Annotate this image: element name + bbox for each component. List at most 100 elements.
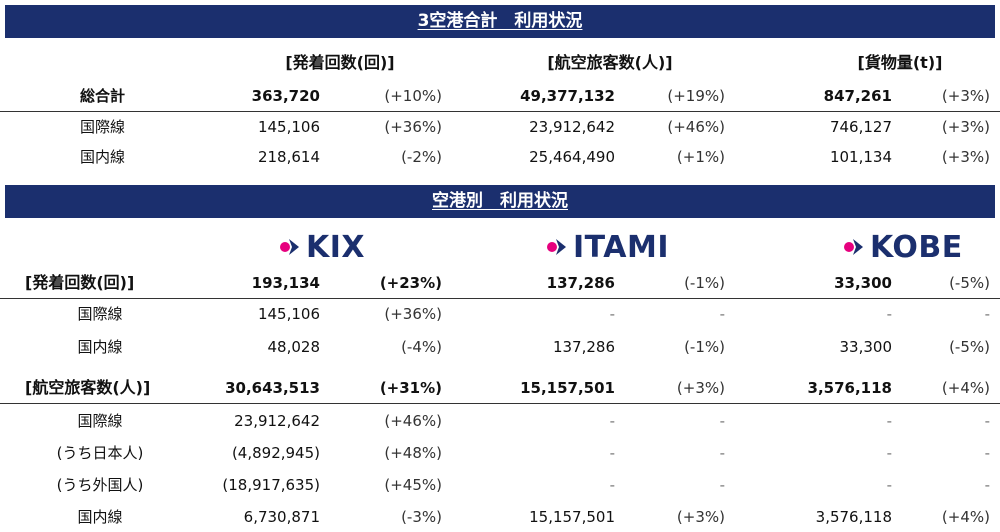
itami-value: - [609,444,615,462]
kobe-change: (-5%) [949,274,990,292]
kix-value: 30,643,513 [225,379,320,397]
kobe-value: - [886,476,892,494]
header-passengers: [航空旅客数(人)] [547,53,673,72]
international-row: 国際線 145,106 (+36%) 23,912,642 (+46%) 746… [0,112,1000,142]
itami-change: (+3%) [676,379,725,397]
kix-value: 23,912,642 [234,412,320,430]
itami-change: (+3%) [676,508,725,526]
cargo-change: (+3%) [941,148,990,166]
kobe-change: - [984,412,990,430]
kobe-change: - [984,305,990,323]
flights-change: (+36%) [384,118,442,136]
row-label: 国際線 [79,118,125,136]
passengers-change: (+19%) [667,87,725,105]
kobe-change: (-5%) [949,338,990,356]
section2-banner: 空港別 利用状況 [5,185,995,218]
flights-value: 218,614 [257,148,320,166]
itami-change: - [719,444,725,462]
section1-banner: 3空港合計 利用状況 [5,5,995,38]
kix-change: (+31%) [379,379,442,397]
metric-detail-row: 国際線 23,912,642 (+46%) - - - - [0,406,1000,436]
airport-mark-icon [547,239,566,255]
section1-title: 3空港合計 利用状況 [417,11,583,31]
itami-value: 15,157,501 [529,508,615,526]
kobe-value: 33,300 [834,274,892,292]
row-label: (うち外国人) [56,476,144,494]
itami-change: (-1%) [684,338,725,356]
passengers-value: 23,912,642 [529,118,615,136]
airport-mark-icon [280,239,299,255]
passengers-value: 25,464,490 [529,148,615,166]
total-row: 総合計 363,720 (+10%) 49,377,132 (+19%) 847… [0,81,1000,112]
itami-value: 137,286 [546,274,615,292]
airport-mark-icon [844,239,863,255]
domestic-row: 国内線 218,614 (-2%) 25,464,490 (+1%) 101,1… [0,142,1000,172]
metric-detail-row: (うち日本人) (4,892,945) (+48%) - - - - [0,438,1000,468]
row-label: 総合計 [79,87,125,105]
kix-value: 6,730,871 [243,508,320,526]
row-label: [航空旅客数(人)] [25,378,151,397]
metric-detail-row: (うち外国人) (18,917,635) (+45%) - - - - [0,470,1000,500]
header-flights: [発着回数(回)] [285,53,395,72]
kix-value: (4,892,945) [231,444,320,462]
itami-value: - [609,305,615,323]
kobe-value: - [886,305,892,323]
itami-value: - [609,412,615,430]
itami-change: - [719,412,725,430]
kix-value: 48,028 [267,338,321,356]
kobe-value: 3,576,118 [807,379,892,397]
itami-change: (-1%) [684,274,725,292]
kix-logo: KIX [278,228,365,266]
kix-value: 193,134 [251,274,320,292]
row-label: 国際線 [77,305,123,323]
kobe-logo: KOBE [842,228,963,266]
kobe-value: 33,300 [839,338,893,356]
cargo-value: 847,261 [823,87,892,105]
itami-change: - [719,476,725,494]
cargo-change: (+3%) [941,118,990,136]
kix-change: (+45%) [384,476,442,494]
section2-title: 空港別 利用状況 [432,191,568,211]
kobe-change: (+4%) [941,379,990,397]
kix-value: (18,917,635) [222,476,320,494]
row-label: (うち日本人) [56,444,144,462]
kix-change: (+46%) [384,412,442,430]
row-label: [発着回数(回)] [25,273,135,292]
kix-change: (+36%) [384,305,442,323]
kobe-value: - [886,444,892,462]
kobe-change: - [984,476,990,494]
cargo-value: 101,134 [829,148,892,166]
itami-logo-text: ITAMI [573,229,670,265]
header-cargo: [貨物量(t)] [857,53,943,72]
flights-value: 363,720 [251,87,320,105]
passengers-change: (+46%) [667,118,725,136]
cargo-change: (+3%) [941,87,990,105]
kobe-value: - [886,412,892,430]
itami-value: 15,157,501 [520,379,615,397]
kobe-change: (+4%) [941,508,990,526]
row-label: 国内線 [77,338,123,356]
passengers-value: 49,377,132 [520,87,615,105]
row-label: 国内線 [77,508,123,526]
kobe-logo-text: KOBE [870,229,963,265]
metric-summary-row: [発着回数(回)] 193,134 (+23%) 137,286 (-1%) 33,300… [0,268,1000,299]
kobe-change: - [984,444,990,462]
itami-logo: ITAMI [545,228,669,266]
row-label: 国内線 [79,148,125,166]
itami-value: 137,286 [552,338,615,356]
kix-change: (+23%) [379,274,442,292]
itami-change: - [719,305,725,323]
itami-value: - [609,476,615,494]
metric-summary-row: [航空旅客数(人)] 30,643,513 (+31%) 15,157,501 (+3%… [0,373,1000,404]
row-label: 国際線 [77,412,123,430]
kix-logo-text: KIX [306,229,366,265]
metric-detail-row: 国内線 48,028 (-4%) 137,286 (-1%) 33,300 (-5%) [0,332,1000,362]
metric-detail-row: 国際線 145,106 (+36%) - - - - [0,299,1000,329]
flights-change: (-2%) [401,148,442,166]
cargo-value: 746,127 [829,118,892,136]
passengers-change: (+1%) [676,148,725,166]
kix-change: (+48%) [384,444,442,462]
flights-change: (+10%) [384,87,442,105]
flights-value: 145,106 [257,118,320,136]
